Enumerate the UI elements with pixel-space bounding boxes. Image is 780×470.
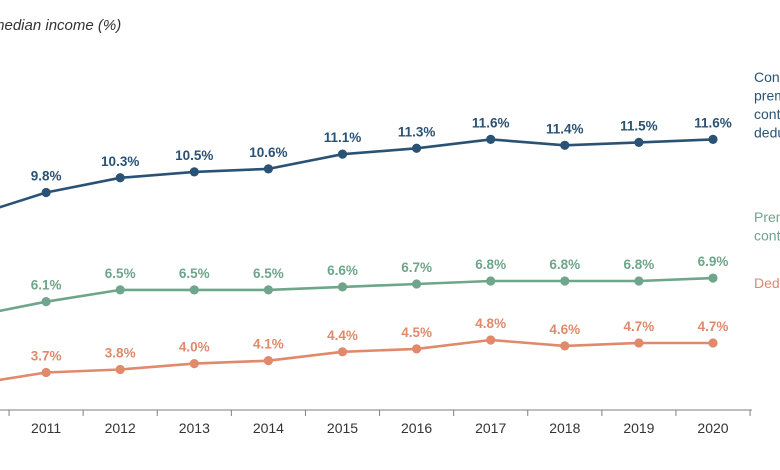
data-label: 9.8% [31, 169, 62, 184]
data-point [412, 279, 422, 289]
data-label: 6.9% [698, 254, 729, 269]
x-tick-label: 2017 [475, 420, 506, 436]
legend-entry-text: cont [754, 228, 780, 244]
x-tick-label: 2020 [697, 420, 728, 436]
data-point [263, 164, 273, 174]
x-tick-label: 2012 [105, 420, 136, 436]
data-labels: 9.8% 10.3% 10.5% 10.6% 11.1% 11.3% 11.6% 11.4% 1… [31, 115, 732, 363]
data-label: 10.5% [175, 148, 213, 163]
data-point [412, 344, 422, 354]
x-tick-label: 2018 [549, 420, 580, 436]
data-point [189, 359, 199, 369]
data-label: 4.6% [549, 322, 580, 337]
data-point [412, 143, 422, 153]
data-point [115, 285, 125, 295]
data-label: 6.6% [327, 263, 358, 278]
data-label: 4.1% [253, 337, 284, 352]
x-tick-label: 2019 [623, 420, 654, 436]
data-label: 6.5% [253, 266, 284, 281]
data-point [486, 335, 496, 345]
data-point [337, 149, 348, 159]
legend-entry-text: cont [754, 106, 780, 122]
x-tick-label: 2014 [253, 420, 284, 436]
data-point [263, 285, 273, 295]
data-point [41, 367, 51, 378]
data-label: 6.8% [624, 257, 655, 272]
data-point [634, 276, 644, 286]
x-tick-label: 2011 [31, 420, 61, 436]
data-label: 11.6% [694, 115, 732, 130]
data-label: 11.4% [546, 121, 584, 136]
legend-entry-text: Con [754, 69, 780, 85]
data-label: 6.8% [549, 257, 580, 272]
data-label: 6.5% [179, 266, 210, 281]
legend: Con prem cont dedu Prem cont Ded [754, 69, 780, 291]
x-tick-label: 2013 [179, 420, 210, 436]
data-point [263, 356, 273, 366]
data-point [708, 273, 718, 283]
data-label: 4.0% [179, 340, 210, 355]
series-line [0, 138, 715, 209]
data-point [708, 134, 718, 144]
legend-entry-text: Prem [754, 209, 780, 225]
data-point [41, 297, 51, 307]
data-point [337, 347, 348, 357]
data-label: 4.7% [624, 319, 655, 334]
data-label: 11.6% [472, 115, 510, 130]
data-label: 3.7% [31, 348, 62, 363]
data-point [708, 338, 718, 348]
data-point [634, 137, 644, 147]
data-point [486, 276, 496, 286]
data-label: 6.1% [31, 278, 62, 293]
x-tick-label: 2016 [401, 420, 432, 436]
data-point [560, 140, 570, 150]
legend-entry-text: dedu [754, 125, 780, 141]
series-points [41, 134, 718, 378]
data-point [189, 167, 199, 177]
series-line [0, 276, 715, 313]
data-label: 4.7% [698, 319, 729, 334]
data-label: 4.5% [401, 325, 432, 340]
x-tick-label: 2015 [327, 420, 358, 436]
legend-entry-text: Ded [754, 275, 780, 291]
data-point [560, 276, 570, 286]
data-point [486, 134, 496, 144]
data-label: 6.5% [105, 266, 136, 281]
data-label: 3.8% [105, 346, 136, 361]
data-point [41, 187, 51, 198]
data-label: 4.4% [327, 328, 358, 343]
data-label: 6.8% [475, 257, 506, 272]
data-label: 10.6% [249, 145, 287, 160]
data-label: 11.3% [398, 124, 436, 139]
chart-subtitle: median income (%) [0, 17, 121, 34]
x-axis: 2011 2012 2013 2014 2015 2016 2017 2018 2019 2020 [0, 409, 752, 436]
data-point [634, 338, 644, 348]
data-label: 10.3% [101, 154, 139, 169]
data-point [189, 285, 199, 295]
data-label: 11.5% [620, 118, 658, 133]
legend-entry-text: prem [754, 88, 780, 104]
data-label: 11.1% [324, 130, 362, 145]
data-point [337, 282, 348, 292]
data-label: 4.8% [475, 316, 506, 331]
data-point [115, 364, 125, 375]
data-point [560, 341, 570, 351]
data-point [115, 173, 125, 183]
data-label: 6.7% [401, 260, 432, 275]
